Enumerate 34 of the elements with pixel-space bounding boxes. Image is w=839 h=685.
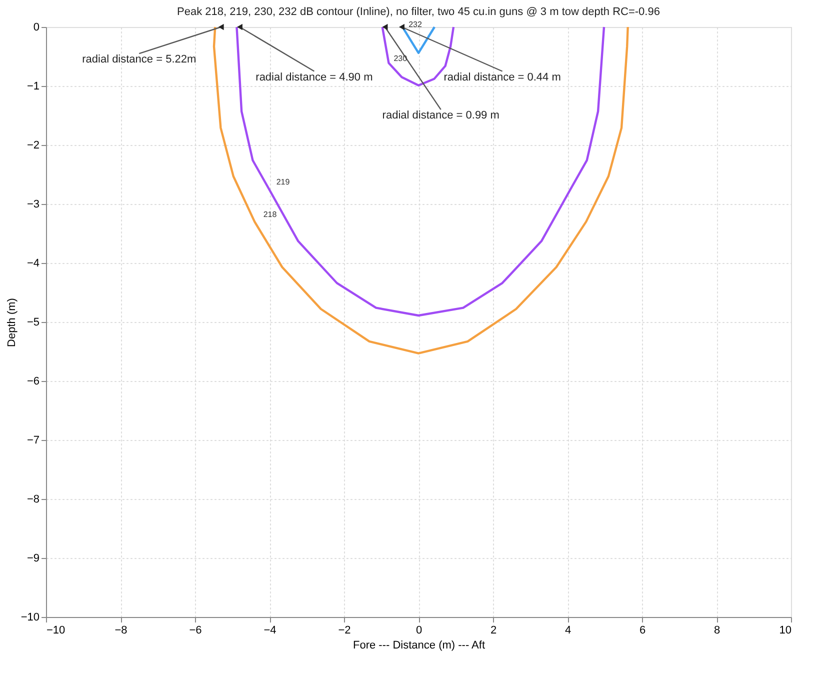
x-tick-label: 0 <box>416 624 422 636</box>
annotation: radial distance = 0.44 m <box>444 71 561 84</box>
x-axis-title: Fore --- Distance (m) --- Aft <box>352 640 486 652</box>
annotation: radial distance = 0.99 m <box>382 110 500 122</box>
y-tick-label: −6 <box>26 376 40 388</box>
annotation: 218 <box>263 210 278 219</box>
annotation: 230 <box>394 54 408 63</box>
x-tick-label: 6 <box>639 624 646 636</box>
y-tick-label: 0 <box>33 22 40 34</box>
x-tick-label: 2 <box>490 624 497 636</box>
annotation: radial distance = 4.90 m <box>256 71 373 84</box>
annotation: 219 <box>276 177 290 186</box>
y-tick-label: −3 <box>26 198 40 210</box>
x-tick-label: −4 <box>264 624 276 636</box>
y-tick-label: −9 <box>26 552 40 564</box>
y-tick-label: −7 <box>26 434 40 446</box>
line-series <box>212 26 629 354</box>
y-tick-label: −4 <box>26 258 40 270</box>
y-axis-title: Depth (m) <box>6 298 18 347</box>
y-tick-label: −8 <box>26 494 40 506</box>
x-tick-label: −2 <box>338 624 351 636</box>
x-tick-label: −8 <box>114 624 128 636</box>
y-tick-label: −5 <box>26 316 40 328</box>
x-tick-label: 4 <box>564 624 572 636</box>
y-tick-label: −1 <box>26 80 40 92</box>
x-tick-label: 10 <box>779 624 792 636</box>
y-tick-label: −10 <box>20 612 40 624</box>
annotation: radial distance = 5.22m <box>82 54 196 66</box>
y-tick-label: −2 <box>26 140 40 152</box>
x-tick-label: −6 <box>189 624 202 636</box>
x-tick-label: 8 <box>714 624 720 636</box>
chart-title: Peak 218, 219, 230, 232 dB contour (Inline), no filter, two 45 cu.in guns @ 3 m tow depth RC=-0.96 <box>177 6 660 18</box>
x-tick-label: −10 <box>46 624 66 636</box>
annotation: 232 <box>408 20 422 29</box>
